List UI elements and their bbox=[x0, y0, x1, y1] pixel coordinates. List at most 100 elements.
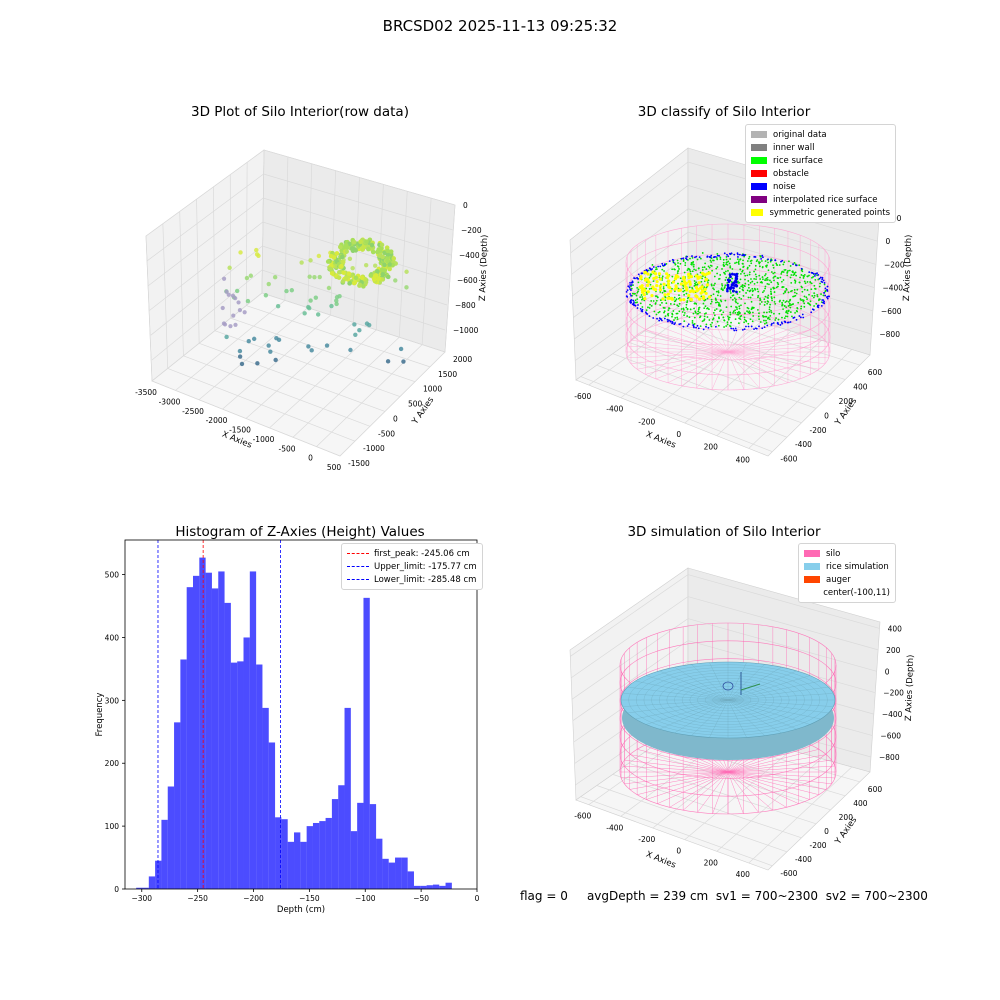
classify-rice-point bbox=[718, 277, 721, 280]
legend-label: obstacle bbox=[773, 168, 809, 179]
classify-rice-point bbox=[655, 313, 658, 316]
raw-ztick: −1000 bbox=[453, 326, 479, 335]
histogram-bar bbox=[142, 887, 149, 889]
sim-rice-mesh bbox=[727, 686, 829, 701]
classify-rice-point bbox=[728, 316, 731, 319]
legend-label: Upper_limit: -175.77 cm bbox=[374, 561, 477, 572]
classify-rice-point bbox=[693, 284, 696, 287]
histogram-bar bbox=[388, 862, 396, 889]
raw-data-point bbox=[254, 247, 259, 253]
classify-noise-point bbox=[656, 317, 658, 320]
sim-silo-floor-spoke bbox=[637, 771, 729, 795]
classify-rice-point bbox=[683, 293, 686, 296]
classify-rice-point bbox=[768, 311, 771, 313]
classify-rice-point bbox=[717, 324, 720, 327]
classify-rice-point bbox=[791, 315, 793, 318]
sim-silo-floor-spoke bbox=[621, 765, 729, 773]
classify-rice-point bbox=[630, 287, 633, 290]
histogram-bar bbox=[294, 832, 301, 889]
raw-grid-z bbox=[150, 245, 448, 336]
classify-noise-point bbox=[736, 252, 739, 255]
sim-ztick: −200 bbox=[883, 689, 904, 698]
sim-grid-x bbox=[748, 766, 853, 864]
legend-swatch bbox=[751, 209, 764, 216]
classify-noise-point bbox=[640, 272, 643, 275]
classify-rice-point bbox=[713, 275, 716, 278]
classify-noise-point bbox=[628, 286, 631, 289]
classify-noise-point bbox=[629, 293, 632, 295]
sim-silo-floor-spoke bbox=[712, 771, 729, 814]
raw-grid-x bbox=[339, 351, 446, 457]
classify-rice-point bbox=[743, 255, 746, 258]
classify-rice-point bbox=[733, 297, 736, 300]
raw-data-point bbox=[236, 300, 241, 305]
classify-rice-point bbox=[714, 301, 717, 304]
sim-silo-floor-spoke bbox=[624, 771, 729, 785]
classify-rice-point bbox=[761, 266, 764, 269]
classify-rice-point bbox=[648, 276, 651, 279]
classify-rice-point bbox=[664, 315, 667, 318]
classify-rice-point bbox=[815, 302, 818, 305]
classify-noise-point bbox=[735, 290, 738, 294]
classify-rice-point bbox=[691, 270, 694, 273]
raw-grid-y bbox=[199, 342, 386, 412]
raw-data-point bbox=[224, 289, 229, 294]
classify-symmetric-point bbox=[640, 290, 645, 294]
sim-ztick: −800 bbox=[879, 753, 900, 762]
histogram-bar bbox=[249, 571, 257, 889]
raw-data-point bbox=[329, 303, 334, 309]
histogram-bar bbox=[363, 597, 370, 889]
classify-grid-x bbox=[716, 340, 822, 436]
classify-noise-point bbox=[787, 321, 790, 324]
classify-rice-point bbox=[752, 307, 755, 309]
classify-rice-point bbox=[684, 261, 687, 264]
histogram-bar bbox=[205, 572, 212, 889]
sim-rice-mesh bbox=[727, 699, 747, 738]
classify-rice-point bbox=[813, 292, 816, 295]
classify-rice-point bbox=[637, 288, 640, 291]
classify-rice-point bbox=[755, 278, 757, 281]
raw-data-point bbox=[373, 263, 378, 268]
classify-rice-point bbox=[694, 311, 697, 314]
classify-rice-point bbox=[759, 303, 761, 305]
raw-grid-y bbox=[167, 368, 356, 442]
classify-noise-point bbox=[734, 327, 737, 330]
classify-rice-point bbox=[803, 295, 806, 298]
classify-rice-point bbox=[736, 313, 739, 316]
legend-swatch bbox=[751, 157, 767, 164]
classify-rice-point bbox=[747, 296, 750, 299]
classify-rice-point bbox=[697, 307, 700, 309]
simulation-legend-item: center(-100,11) bbox=[804, 586, 890, 599]
raw-xtick: -3500 bbox=[135, 388, 157, 397]
classify-symmetric-point bbox=[688, 282, 692, 286]
classify-rice-point bbox=[701, 252, 704, 254]
classify-rice-point bbox=[727, 318, 730, 321]
sim-xtick: 400 bbox=[736, 870, 751, 879]
status-footer: flag = 0 avgDepth = 239 cm sv1 = 700~230… bbox=[520, 889, 928, 903]
classify-rice-point bbox=[787, 309, 790, 312]
classify-rice-point bbox=[678, 268, 680, 270]
classify-rice-point bbox=[676, 259, 679, 262]
classify-xtick: -600 bbox=[574, 392, 591, 401]
classify-rice-point bbox=[716, 294, 719, 297]
classify-rice-point bbox=[784, 291, 787, 294]
classify-rice-point bbox=[674, 299, 677, 302]
classify-silo-floor-spoke bbox=[627, 351, 729, 359]
raw-grid-x bbox=[175, 300, 286, 391]
raw-data-point bbox=[337, 293, 342, 299]
classify-symmetric-point bbox=[678, 288, 682, 292]
sim-ytick: -600 bbox=[780, 869, 797, 878]
classify-noise-point bbox=[792, 263, 794, 266]
classify-rice-point bbox=[763, 311, 765, 314]
classify-grid-z bbox=[573, 231, 875, 318]
raw-surface-point bbox=[359, 275, 365, 281]
raw-data-point bbox=[352, 322, 357, 327]
classify-symmetric-point bbox=[667, 285, 671, 289]
sim-ytick: -200 bbox=[810, 841, 827, 850]
classify-rice-point bbox=[769, 303, 772, 306]
classify-rice-point bbox=[691, 321, 694, 324]
classify-rice-point bbox=[764, 287, 766, 290]
classify-rice-point bbox=[677, 305, 680, 308]
